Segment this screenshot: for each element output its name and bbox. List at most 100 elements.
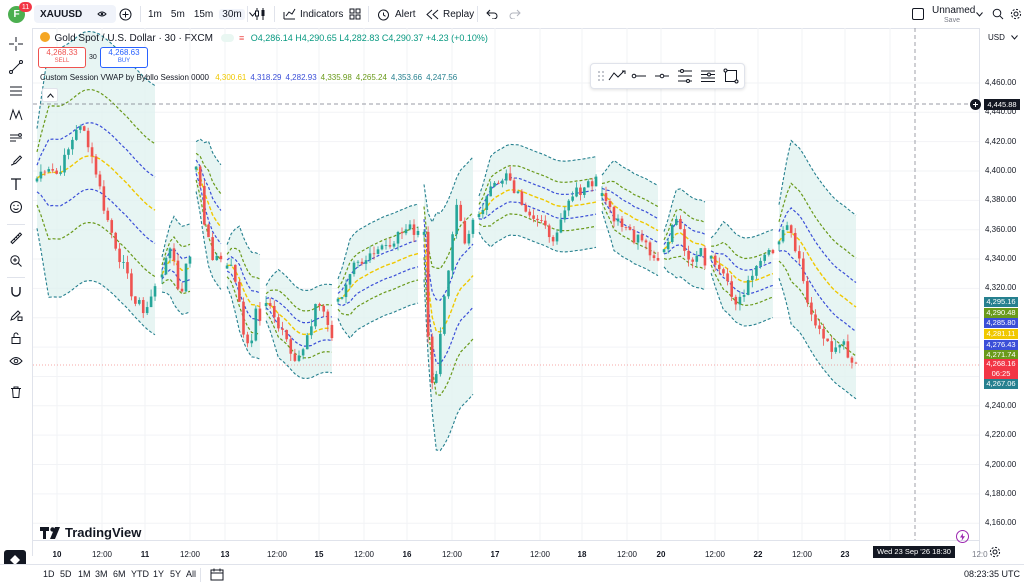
range-ytd-button[interactable]: YTD: [131, 569, 149, 579]
time-axis[interactable]: [33, 540, 979, 565]
range-1m-button[interactable]: 1M: [78, 569, 91, 579]
magnet-tool[interactable]: [6, 282, 26, 302]
layout-menu-button[interactable]: [976, 4, 983, 24]
layout-checkbox[interactable]: [912, 4, 924, 24]
text-tool[interactable]: [6, 174, 26, 194]
timeframe-30m[interactable]: 30m: [219, 8, 245, 20]
chevron-down-icon[interactable]: [248, 11, 256, 17]
pattern-tool[interactable]: [6, 105, 26, 125]
candle-body: [176, 260, 180, 289]
vwap-band-1-upper: [663, 220, 706, 245]
range-3m-button[interactable]: 3M: [95, 569, 108, 579]
eye-icon[interactable]: [97, 9, 107, 19]
brand-name: TradingView: [65, 525, 142, 540]
layout-name-button[interactable]: Unnamed Save: [932, 5, 975, 24]
lightning-button[interactable]: [956, 530, 969, 543]
alert-button[interactable]: Alert: [377, 4, 416, 24]
range-5d-button[interactable]: 5D: [60, 569, 72, 579]
candle-body: [215, 255, 219, 261]
timeframe-1m[interactable]: 1m: [148, 8, 162, 20]
parallel-channel-icon[interactable]: [677, 68, 693, 84]
candle-body: [43, 171, 47, 173]
buy-button[interactable]: 4,268.63 BUY: [100, 47, 148, 68]
sell-button[interactable]: 4,268.33 SELL: [38, 47, 86, 68]
forecast-tool[interactable]: [6, 128, 26, 148]
sessions-icon[interactable]: ≡: [238, 33, 245, 43]
replay-button[interactable]: Replay: [426, 4, 474, 24]
layouts-button[interactable]: [349, 4, 361, 24]
ray-icon[interactable]: [631, 68, 647, 84]
undo-icon: [486, 9, 498, 19]
price-tick-label: 4,320.00: [985, 283, 1017, 293]
notification-badge: 11: [19, 2, 32, 12]
brush-tool[interactable]: [6, 150, 26, 170]
indicator-legend[interactable]: Custom Session VWAP by Bybllo Session 00…: [40, 73, 457, 82]
candle-body: [439, 333, 442, 375]
vwap-line: [195, 166, 222, 228]
vwap-band-3-lower: [601, 210, 659, 277]
candle-body: [742, 295, 746, 297]
collapse-legend-button[interactable]: [42, 88, 58, 102]
tradingview-logo[interactable]: TradingView: [40, 525, 141, 540]
undo-button[interactable]: [486, 4, 498, 24]
fib-tool[interactable]: [6, 81, 26, 101]
range-5y-button[interactable]: 5Y: [170, 569, 182, 579]
fib-levels-icon[interactable]: [700, 68, 716, 84]
path-icon[interactable]: [608, 68, 627, 84]
add-symbol-button[interactable]: [119, 4, 133, 24]
candle-body: [536, 218, 539, 221]
grid-icon: [349, 8, 361, 20]
indicator-values: 4,300.61 4,318.29 4,282.93 4,335.98 4,265.24…: [211, 73, 457, 82]
axis-settings-button[interactable]: [989, 545, 1001, 563]
price-chart[interactable]: [33, 28, 979, 540]
divider: [7, 224, 25, 225]
vwap-band-1-upper: [710, 250, 774, 271]
lock-tool[interactable]: [6, 328, 26, 348]
time-label: 12:00: [353, 550, 375, 559]
vwap-band-1-lower: [778, 249, 857, 332]
range-6m-button[interactable]: 6M: [113, 569, 126, 579]
timeframe-15m[interactable]: 15m: [193, 8, 214, 20]
settings-button[interactable]: [1010, 4, 1022, 24]
chevron-down-icon[interactable]: [1011, 35, 1018, 40]
timeframe-5m[interactable]: 5m: [170, 8, 185, 20]
candle-body: [122, 262, 125, 263]
emoji-tool[interactable]: [6, 197, 26, 217]
range-1y-button[interactable]: 1Y: [153, 569, 165, 579]
range-all-button[interactable]: All: [186, 569, 197, 579]
magnet-icon: [11, 287, 21, 297]
hide-drawings-tool[interactable]: [6, 351, 26, 371]
market-status-icon[interactable]: [221, 34, 235, 42]
measure-tool[interactable]: [6, 228, 26, 248]
currency-label[interactable]: USD: [988, 33, 1005, 42]
redo-button[interactable]: [509, 4, 521, 24]
indicators-button[interactable]: Indicators: [283, 4, 343, 24]
candle-body: [160, 274, 164, 278]
price-axis[interactable]: [979, 28, 1024, 556]
trendline-tool[interactable]: [6, 57, 26, 77]
add-alert-button[interactable]: [970, 99, 981, 110]
drag-handle-icon[interactable]: [594, 68, 610, 84]
calendar-icon[interactable]: [210, 568, 224, 581]
crosshair-tool[interactable]: [6, 34, 26, 54]
clock-time-zone[interactable]: 08:23:35 UTC: [964, 569, 1021, 579]
search-button[interactable]: [992, 4, 1004, 24]
chart-type-button[interactable]: [254, 4, 266, 24]
candle-body: [850, 357, 854, 363]
symbol-title[interactable]: Gold Spot / U.S. Dollar · 30 · FXCM: [54, 33, 213, 44]
time-label: 10: [52, 550, 62, 559]
zoom-tool[interactable]: [6, 251, 26, 271]
vwap-band-1-lower: [478, 201, 597, 220]
candle-body: [616, 218, 620, 222]
vwap-band-3-lower: [337, 302, 419, 339]
candle-body: [356, 261, 360, 263]
stay-drawing-tool[interactable]: [6, 305, 26, 325]
horizontal-line-icon[interactable]: [654, 68, 670, 84]
remove-drawings-tool[interactable]: [6, 382, 26, 402]
candle-body: [763, 254, 766, 261]
candle-body: [194, 166, 198, 170]
rectangle-icon[interactable]: [723, 68, 739, 84]
vwap-line: [663, 232, 706, 250]
symbol-search[interactable]: XAUUSD: [34, 5, 116, 23]
range-1d-button[interactable]: 1D: [43, 569, 55, 579]
